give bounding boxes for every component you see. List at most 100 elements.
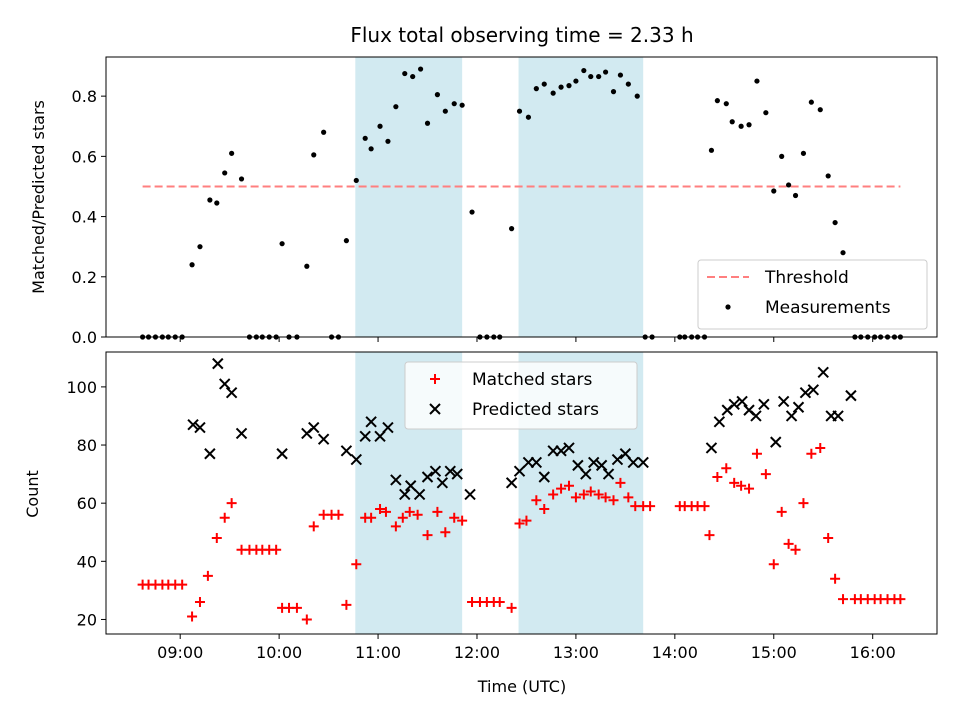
measurement-point xyxy=(808,99,814,105)
measurement-point xyxy=(610,89,617,95)
matched-stars-point xyxy=(494,597,505,608)
measurement-point xyxy=(825,173,831,179)
matched-stars-point xyxy=(351,559,362,570)
top-y-tick-label: 0.6 xyxy=(72,147,97,166)
x-tick-label: 12:00 xyxy=(454,643,500,662)
predicted-stars-point xyxy=(750,410,762,422)
legend-label: Measurements xyxy=(765,298,891,318)
measurement-point xyxy=(385,138,391,144)
matched-stars-point xyxy=(623,492,634,503)
x-tick-label: 13:00 xyxy=(553,643,599,662)
measurement-point xyxy=(273,334,279,340)
measurement-point xyxy=(165,334,171,340)
measurement-point xyxy=(207,197,213,203)
x-tick-label: 15:00 xyxy=(751,643,797,662)
predicted-stars-point xyxy=(421,471,434,483)
predicted-stars-point xyxy=(444,465,456,477)
top-legend-box xyxy=(697,259,928,330)
measurement-point xyxy=(214,200,220,206)
x-tick-label: 14:00 xyxy=(652,643,698,662)
measurement-point xyxy=(723,101,729,107)
predicted-stars-point xyxy=(436,477,449,489)
matched-stars-point xyxy=(744,483,755,494)
predicted-stars-point xyxy=(845,389,857,402)
predicted-stars-point xyxy=(785,410,798,422)
top-y-axis-label: Matched/Predicted stars xyxy=(29,100,48,294)
bottom-legend: Matched stars Predicted stars xyxy=(404,361,638,430)
measurement-point xyxy=(477,334,483,340)
predicted-stars-point xyxy=(350,453,362,466)
predicted-stars-point xyxy=(770,436,782,448)
measurement-point xyxy=(393,104,399,110)
measurement-point xyxy=(558,84,564,90)
x-tick-label: 10:00 xyxy=(256,643,302,662)
matched-stars-point xyxy=(699,501,710,512)
predicted-stars-point xyxy=(530,456,543,469)
matched-stars-point xyxy=(291,602,302,613)
measurement-point xyxy=(353,177,359,184)
measurement-point xyxy=(872,334,878,340)
bottom-y-tick-label: 20 xyxy=(77,610,97,629)
measurement-point xyxy=(779,153,785,159)
measurement-point xyxy=(533,86,539,92)
measurement-point xyxy=(617,72,624,78)
measurement-point xyxy=(434,92,441,98)
measurement-point xyxy=(878,334,884,340)
bottom-y-tick-label: 80 xyxy=(77,436,97,455)
legend-predicted-swatch xyxy=(429,403,441,415)
matched-stars-point xyxy=(585,486,596,497)
predicted-stars-point xyxy=(390,474,402,486)
measurement-point xyxy=(491,334,497,340)
measurement-point xyxy=(368,146,374,152)
measurement-point xyxy=(754,78,760,84)
legend-measurement-swatch xyxy=(725,304,731,310)
bottom-y-tick-label: 60 xyxy=(77,494,97,513)
matched-stars-point xyxy=(422,530,433,541)
top-y-tick-label: 0.2 xyxy=(72,268,97,287)
matched-stars-point xyxy=(578,489,589,500)
measurement-point xyxy=(459,102,465,108)
legend-label: Matched stars xyxy=(472,370,592,390)
matched-stars-point xyxy=(521,515,532,526)
matched-stars-point xyxy=(457,515,468,526)
predicted-stars-point xyxy=(792,401,805,413)
matched-stars-point xyxy=(404,506,415,517)
measurement-point xyxy=(189,262,195,268)
predicted-stars-point xyxy=(736,395,748,408)
measurement-point xyxy=(279,241,285,247)
top-y-tick-label: 0.8 xyxy=(72,87,97,106)
predicted-stars-point xyxy=(187,418,199,431)
measurement-point xyxy=(145,334,152,340)
matched-stars-point xyxy=(548,489,559,500)
measurement-point xyxy=(649,334,655,340)
matched-stars-point xyxy=(432,506,443,517)
matched-stars-point xyxy=(539,503,550,514)
matched-stars-point xyxy=(531,495,542,506)
predicted-stars-point xyxy=(538,471,550,483)
measurement-point xyxy=(858,334,864,340)
measurement-point xyxy=(786,182,792,188)
measurement-point xyxy=(852,334,858,340)
matched-stars-point xyxy=(308,521,319,532)
matched-stars-point xyxy=(390,521,401,532)
matched-stars-point xyxy=(366,512,377,523)
bottom-panel: 20 40 60 80 100 09:00 10:00 11:00 12:00 13:00 14:0… xyxy=(66,351,938,662)
measurement-point xyxy=(891,334,898,340)
predicted-stars-point xyxy=(817,366,829,379)
measurement-point xyxy=(197,244,203,250)
measurement-point xyxy=(566,83,572,89)
measurement-point xyxy=(402,70,408,77)
measurement-point xyxy=(451,101,457,107)
predicted-stars-point xyxy=(627,456,639,469)
measurement-point xyxy=(634,93,640,99)
measurement-point xyxy=(172,334,178,340)
measurement-point xyxy=(581,67,587,74)
predicted-stars-point xyxy=(212,357,224,370)
measurement-point xyxy=(362,135,368,141)
matched-stars-point xyxy=(440,527,451,538)
matched-stars-point xyxy=(895,594,906,605)
matched-stars-point xyxy=(226,498,237,509)
predicted-stars-point xyxy=(807,384,820,396)
predicted-stars-point xyxy=(595,459,608,472)
matched-stars-point xyxy=(380,506,391,517)
